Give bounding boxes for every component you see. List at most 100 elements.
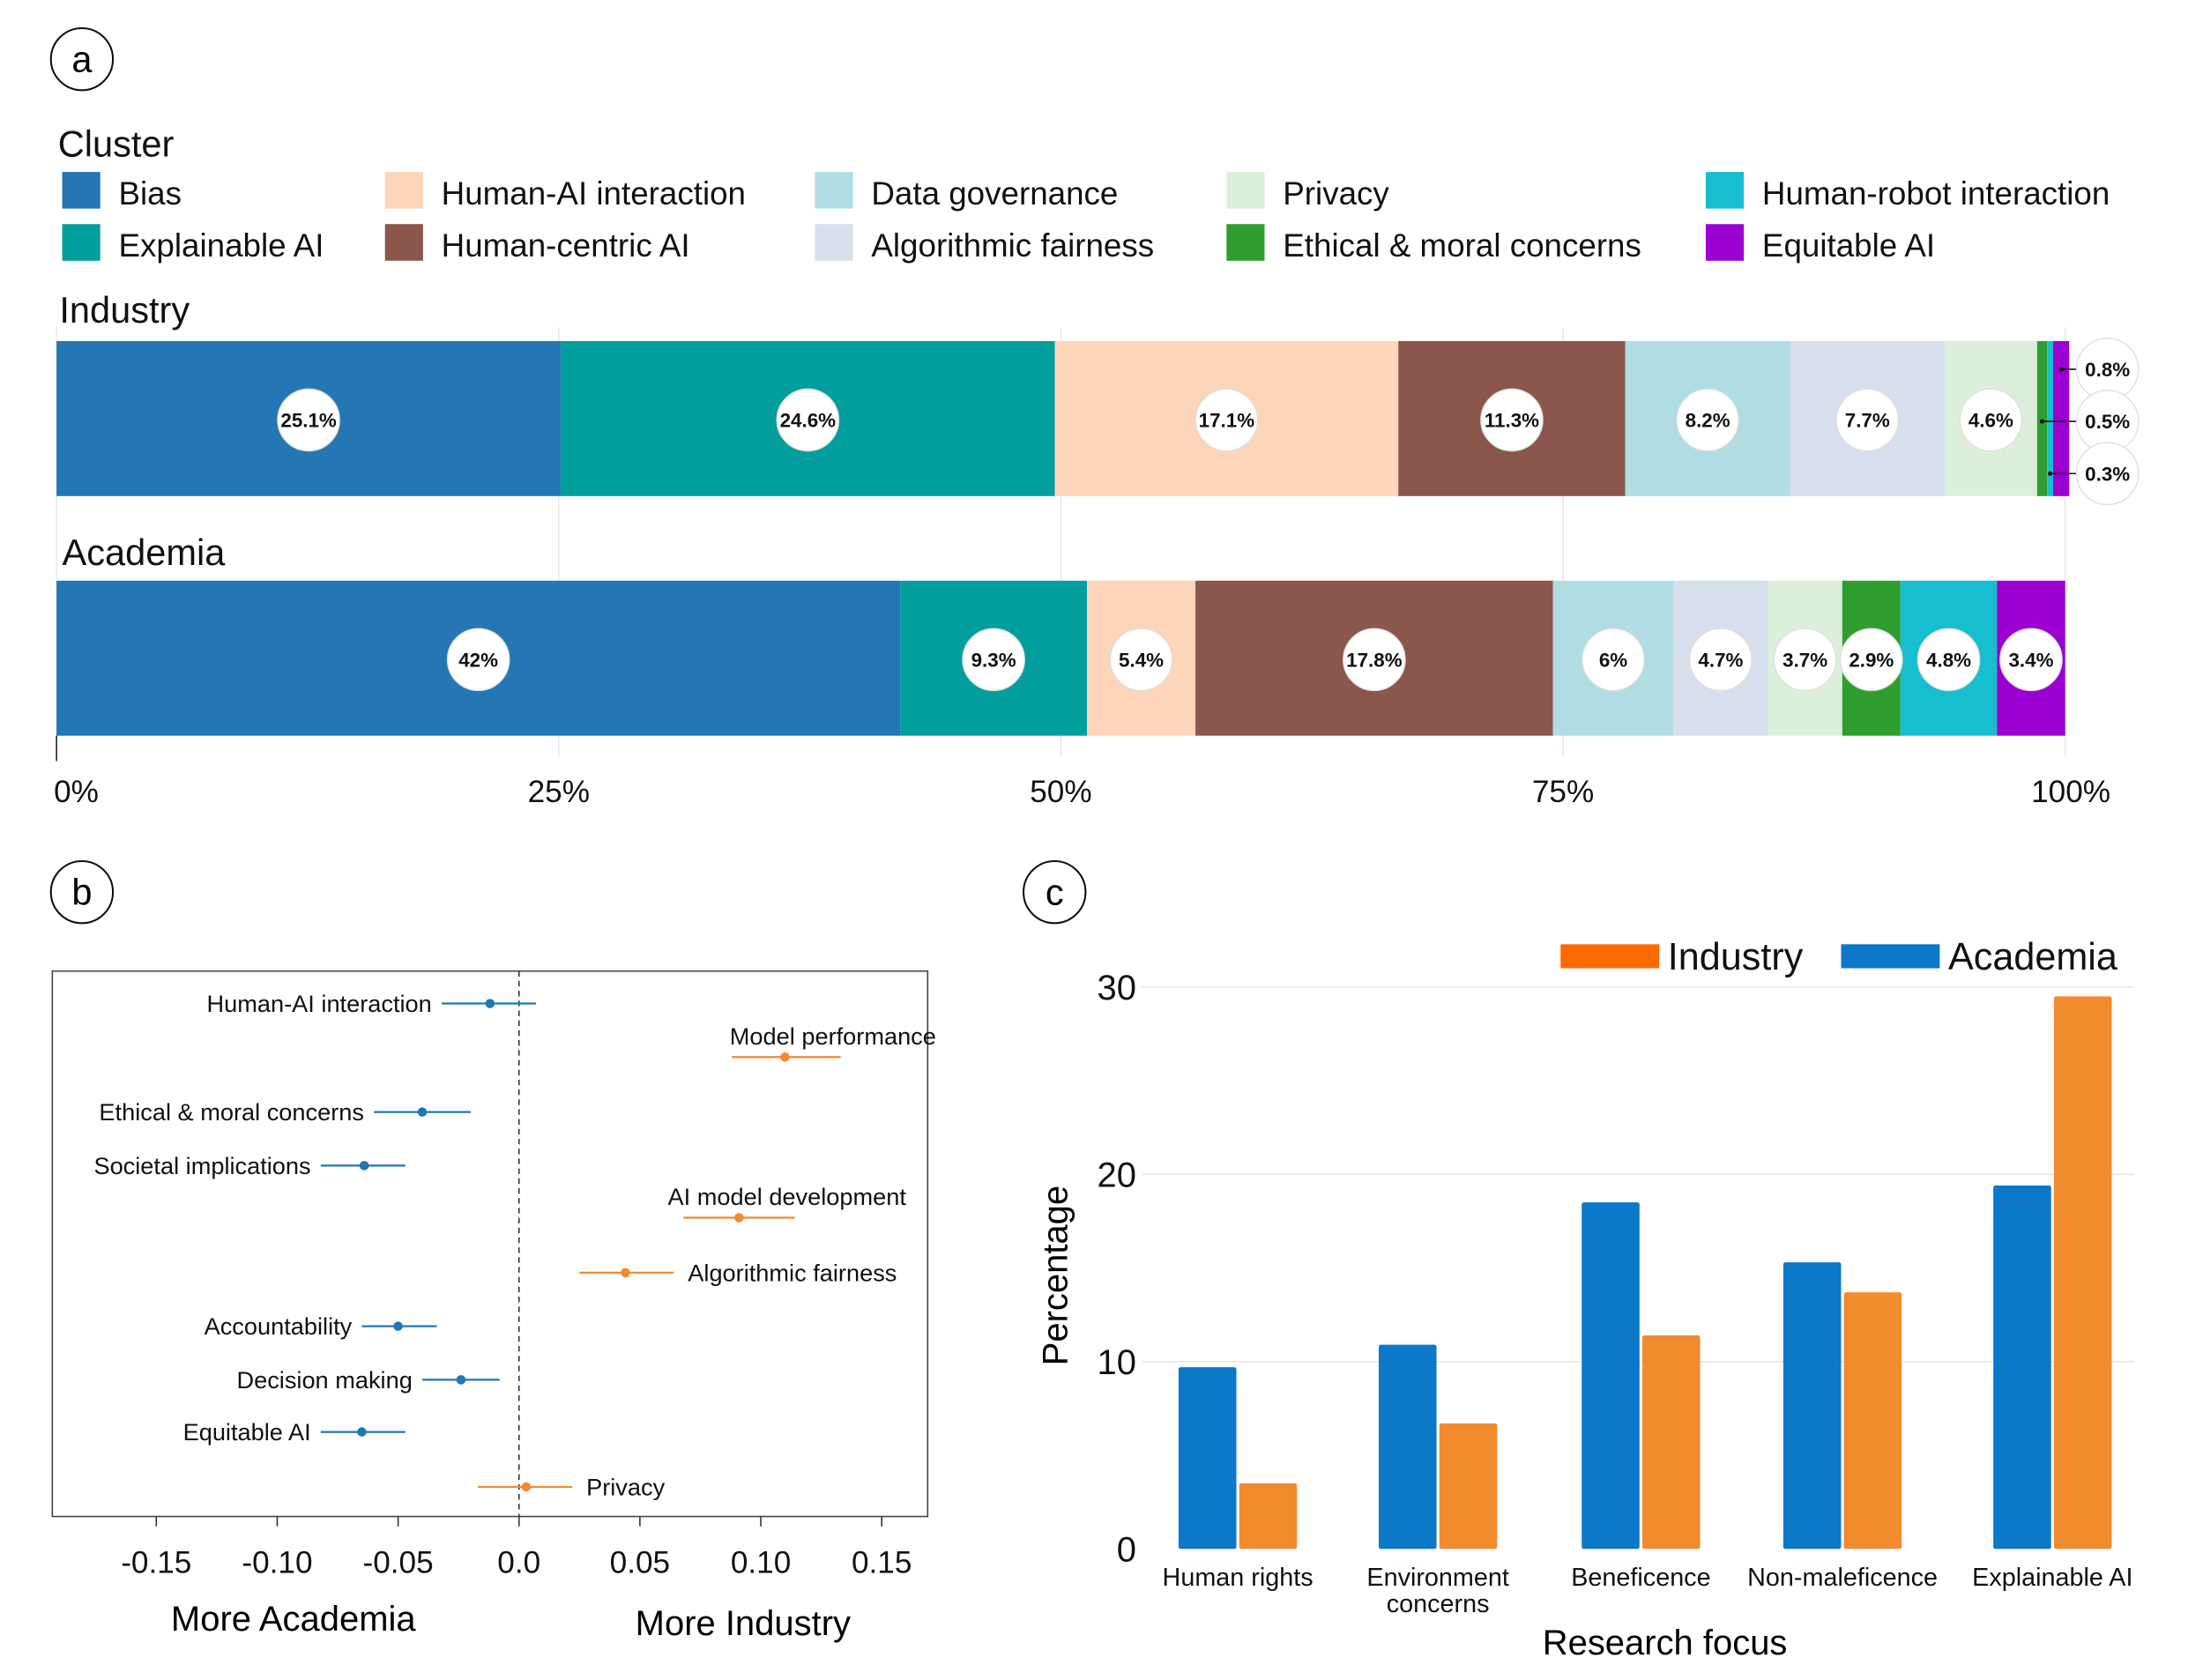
category-label: Non-maleficence	[1747, 1564, 1938, 1592]
group-explainable-ai	[1993, 996, 2112, 1550]
value-bubble	[2075, 442, 2140, 506]
legend-item-ethical-and-moral-concerns: Ethical & moral concerns	[1226, 224, 1641, 264]
value-bubble	[1480, 388, 1544, 452]
more-industry-label: More Industry	[636, 1604, 851, 1643]
coef-plot-frame	[51, 970, 929, 1518]
value-label: 3.7%	[1782, 649, 1827, 671]
bar-industry	[1439, 1423, 1498, 1550]
legend-swatch	[1705, 172, 1745, 209]
value-bubble	[446, 628, 510, 692]
point-marker	[780, 1052, 790, 1062]
value-label: 8.2%	[1686, 409, 1730, 431]
legend-label: Human-centric AI	[442, 227, 690, 264]
point-label: Model performance	[730, 1022, 936, 1050]
percentage-label: Percentage	[1037, 1186, 1075, 1365]
value-bubble	[277, 388, 340, 452]
x-tick-label: 75%	[1532, 775, 1594, 809]
point-marker	[521, 1482, 532, 1492]
group-non-maleficence	[1782, 1262, 1902, 1550]
point-label: Human-AI interaction	[207, 990, 432, 1017]
legend-label: Ethical & moral concerns	[1283, 227, 1641, 264]
y-tick-label: 0	[1117, 1531, 1136, 1570]
legend-label: Algorithmic fairness	[871, 227, 1154, 264]
legend-title: Cluster	[58, 123, 175, 164]
legend-label: Bias	[118, 175, 182, 212]
legend-item-academia: Academia	[1841, 936, 2117, 978]
point-label: Societal implications	[93, 1152, 310, 1179]
point-marker	[417, 1107, 428, 1117]
point-label: AI model development	[668, 1183, 907, 1210]
point-marker	[456, 1375, 466, 1385]
legend-swatch	[384, 224, 423, 261]
legend-swatch	[1705, 224, 1745, 261]
category-label: Human rights	[1163, 1564, 1314, 1592]
bar-academia	[1378, 1344, 1437, 1550]
x-tick-label: -0.10	[242, 1545, 312, 1580]
value-bubble	[1840, 628, 1903, 692]
point-marker	[357, 1427, 367, 1437]
point-equitable-ai: Equitable AI	[183, 1418, 406, 1446]
value-label: 3.4%	[2008, 649, 2053, 671]
point-label: Accountability	[205, 1312, 353, 1340]
legend-item-human-centric-ai: Human-centric AI	[384, 224, 690, 264]
value-bubble	[1343, 628, 1406, 692]
x-tick-label: 25%	[528, 775, 590, 809]
category-label: Environment	[1366, 1564, 1508, 1592]
legend-label: Explainable AI	[118, 227, 324, 264]
legend-label: Academia	[1948, 936, 2117, 978]
legend-swatch	[815, 172, 853, 209]
value-bubble	[1581, 628, 1645, 692]
research-focus-label: Research focus	[1543, 1624, 1788, 1662]
legend-item-equitable-ai: Equitable AI	[1705, 224, 1935, 264]
value-label: 6%	[1599, 649, 1627, 671]
x-tick-label: 0.15	[852, 1545, 912, 1580]
legend-swatch	[1226, 224, 1265, 261]
panel-b: b Human-AI interaction Model performance E…	[49, 859, 936, 1643]
legend-item-privacy: Privacy	[1226, 172, 1389, 212]
legend-label: Equitable AI	[1762, 227, 1935, 264]
value-label: 24.6%	[780, 409, 837, 431]
more-academia-label: More Academia	[171, 1600, 416, 1639]
bar-academia	[1782, 1262, 1842, 1550]
point-algorithmic-fairness: Algorithmic fairness	[579, 1259, 897, 1286]
value-bubble	[962, 628, 1025, 692]
legend-item-bias: Bias	[62, 172, 182, 212]
bar-legend: Industry Academia	[1560, 936, 2117, 978]
group-beneficence	[1581, 1202, 1701, 1550]
legend-label: Data governance	[871, 175, 1118, 212]
industry-bar: 25.1% 24.6% 17.1% 11.3% 8.2% 7.7% 4.6% 0.8% 0.5%…	[56, 338, 2140, 506]
legend-swatch	[1560, 944, 1660, 969]
legend-label: Human-robot interaction	[1762, 175, 2110, 212]
value-label: 4.8%	[1926, 649, 1971, 671]
point-ai-model-development: AI model development	[668, 1183, 907, 1223]
value-label: 2.9%	[1849, 649, 1894, 671]
value-label: 7.7%	[1845, 409, 1890, 431]
legend-label: Human-AI interaction	[442, 175, 746, 212]
x-tick-label: 0%	[54, 775, 99, 809]
value-bubble	[1109, 628, 1173, 692]
industry-row-title: Industry	[59, 289, 190, 331]
point-label: Privacy	[586, 1474, 665, 1501]
y-tick-label: 30	[1098, 969, 1136, 1007]
coefficient-plot: Human-AI interaction Model performance Eth…	[93, 970, 936, 1517]
value-bubble	[1916, 628, 1981, 692]
legend-swatch	[62, 224, 100, 261]
grouped-bars	[1178, 996, 2112, 1550]
category-label: concerns	[1387, 1590, 1490, 1618]
legend-label: Privacy	[1283, 175, 1389, 212]
legend-item-explainable-ai: Explainable AI	[62, 224, 324, 264]
legend-swatch	[1226, 172, 1265, 209]
value-label: 9.3%	[971, 649, 1016, 671]
point-marker	[359, 1161, 369, 1171]
segment-human-robot-interaction	[2047, 340, 2054, 496]
stacked-bars: 25.1% 24.6% 17.1% 11.3% 8.2% 7.7% 4.6% 0.8% 0.5%…	[56, 338, 2140, 736]
legend-swatch	[62, 172, 100, 209]
panel-a-badge	[49, 26, 115, 92]
value-label: 42%	[458, 649, 498, 671]
legend-swatch	[1841, 944, 1940, 969]
point-marker	[734, 1213, 744, 1223]
x-tick-label: 50%	[1030, 775, 1091, 809]
bar-industry	[1239, 1483, 1298, 1550]
